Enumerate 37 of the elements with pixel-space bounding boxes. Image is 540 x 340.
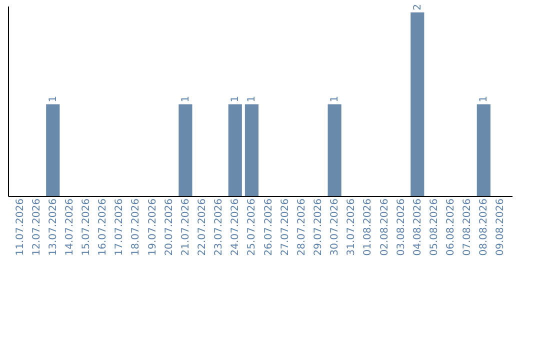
data-label: 1 [48, 96, 59, 102]
x-tick-label: 13.07.2026 [48, 198, 59, 256]
data-label: 1 [230, 96, 242, 102]
data-label: 1 [330, 96, 341, 102]
x-tick-label: 05.08.2026 [428, 198, 440, 256]
x-tick-label: 21.07.2026 [180, 198, 192, 256]
x-tick-label: 16.07.2026 [98, 198, 109, 256]
x-tick-label: 20.07.2026 [164, 198, 175, 256]
x-tick-label: 24.07.2026 [230, 198, 242, 256]
x-tick-label: 02.08.2026 [379, 198, 390, 256]
x-tick-label: 26.07.2026 [263, 198, 274, 256]
x-tick-label: 12.07.2026 [31, 198, 42, 256]
x-tick-label: 28.07.2026 [296, 198, 308, 256]
x-tick-label: 15.07.2026 [81, 198, 92, 256]
x-tick-label: 23.07.2026 [214, 198, 225, 256]
x-tick-label: 17.07.2026 [114, 198, 126, 256]
x-tick-label: 06.08.2026 [446, 198, 457, 256]
x-tick-label: 14.07.2026 [64, 198, 76, 256]
x-tick-label: 11.07.2026 [14, 198, 26, 256]
x-tick-label: 29.07.2026 [312, 198, 324, 256]
x-tick-label: 18.07.2026 [130, 198, 142, 256]
data-label: 2 [412, 4, 424, 10]
data-label: 1 [180, 96, 192, 102]
x-tick-label: 09.08.2026 [495, 198, 506, 256]
x-tick-label: 22.07.2026 [197, 198, 208, 256]
x-tick-label: 30.07.2026 [330, 198, 341, 256]
x-tick-label: 08.08.2026 [478, 198, 490, 256]
x-tick-label: 25.07.2026 [246, 198, 258, 256]
x-tick-label: 19.07.2026 [147, 198, 158, 256]
x-tick-label: 03.08.2026 [396, 198, 407, 256]
x-tick-label: 04.08.2026 [412, 198, 424, 256]
x-tick-label: 27.07.2026 [280, 198, 291, 256]
data-label: 1 [246, 96, 258, 102]
x-tick-label: 31.07.2026 [346, 198, 358, 256]
x-tick-label: 07.08.2026 [462, 198, 474, 256]
data-label: 1 [478, 96, 490, 102]
x-tick-label: 01.08.2026 [362, 198, 374, 256]
